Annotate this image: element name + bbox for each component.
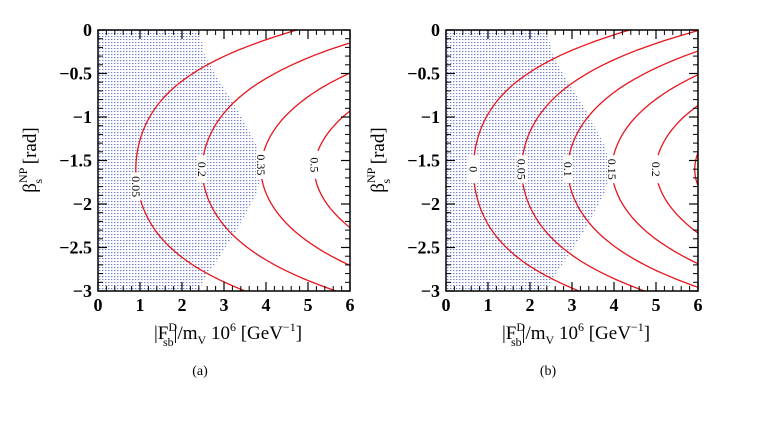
x-tick-label: 4	[262, 295, 271, 315]
x-tick-label: 5	[304, 295, 313, 315]
contour-line	[655, 104, 698, 234]
allowed-region	[446, 30, 612, 291]
y-tick-label: −1	[421, 107, 440, 127]
y-tick-label: −1.5	[59, 151, 92, 171]
x-tick-label: 0	[442, 295, 451, 315]
contour-line	[694, 150, 698, 188]
x-tick-label: 2	[178, 295, 187, 315]
x-tick-label: 1	[484, 295, 493, 315]
x-tick-label: 6	[694, 295, 703, 315]
panel-a: 0.05 0.2 0.35 0.5 0 1 2 3 4 5 6 0 −0.5 −1 −1.5 −2 −2.5 −3…	[16, 20, 355, 379]
contour-label: 0.35	[254, 154, 268, 175]
y-tick-label: −2	[73, 194, 92, 214]
x-tick-label: 2	[526, 295, 535, 315]
x-tick-label: 4	[610, 295, 619, 315]
contour-label-bg	[130, 172, 141, 201]
x-tick-label: 6	[346, 295, 355, 315]
x-axis-title: |FD sb|/mV 106 [GeV−1]	[154, 320, 302, 349]
contour-label-bg	[516, 155, 527, 184]
contour-label-bg	[255, 150, 266, 179]
panel-label: (b)	[540, 364, 557, 379]
x-tick-label: 1	[136, 295, 145, 315]
contour-label: 0.15	[605, 159, 619, 180]
contour-label-bg	[562, 155, 573, 184]
x-tick-label: 5	[652, 295, 661, 315]
contour-label: 0.2	[649, 162, 663, 177]
y-tick-label: −2.5	[407, 238, 440, 258]
contour-label-bg	[197, 155, 208, 184]
contour-label: 0	[466, 166, 480, 172]
contour-label-bg	[309, 150, 320, 179]
panel-label: (a)	[192, 364, 208, 379]
y-tick-label: −0.5	[59, 64, 92, 84]
contour-label: 0.05	[515, 159, 529, 180]
x-tick-label: 3	[568, 295, 577, 315]
contour-label-bg	[468, 155, 479, 184]
y-tick-label: 0	[431, 20, 440, 40]
y-tick-label: −2	[421, 194, 440, 214]
panel-b: 0 0.05 0.1 0.15 0.2 0 1 2 3 4 5 6 0 −0.5 −1 −1.5 −2 −2.5 −…	[364, 20, 703, 379]
contour-label: 0.2	[195, 162, 209, 177]
y-tick-label: −1.5	[407, 151, 440, 171]
contour-label: 0.1	[561, 162, 575, 177]
y-tick-label: −1	[73, 107, 92, 127]
x-tick-label: 3	[220, 295, 229, 315]
contour-label: 0.5	[307, 157, 321, 172]
contour-line	[135, 30, 300, 291]
contour-line	[611, 74, 698, 265]
y-tick-label: −3	[73, 281, 92, 301]
contour-label-bg	[651, 155, 661, 184]
y-axis-title: βNPs [rad]	[364, 127, 393, 192]
y-tick-label: −2.5	[59, 238, 92, 258]
contour-label-bg	[606, 155, 617, 184]
y-tick-label: −3	[421, 281, 440, 301]
y-tick-label: 0	[83, 20, 92, 40]
contour-label: 0.05	[129, 176, 143, 197]
y-tick-label: −0.5	[407, 64, 440, 84]
y-axis-title: βNPs [rad]	[16, 127, 45, 192]
x-tick-label: 0	[94, 295, 103, 315]
allowed-region	[98, 30, 264, 291]
x-axis-title: |FD sb|/mV 106 [GeV−1]	[502, 320, 650, 349]
